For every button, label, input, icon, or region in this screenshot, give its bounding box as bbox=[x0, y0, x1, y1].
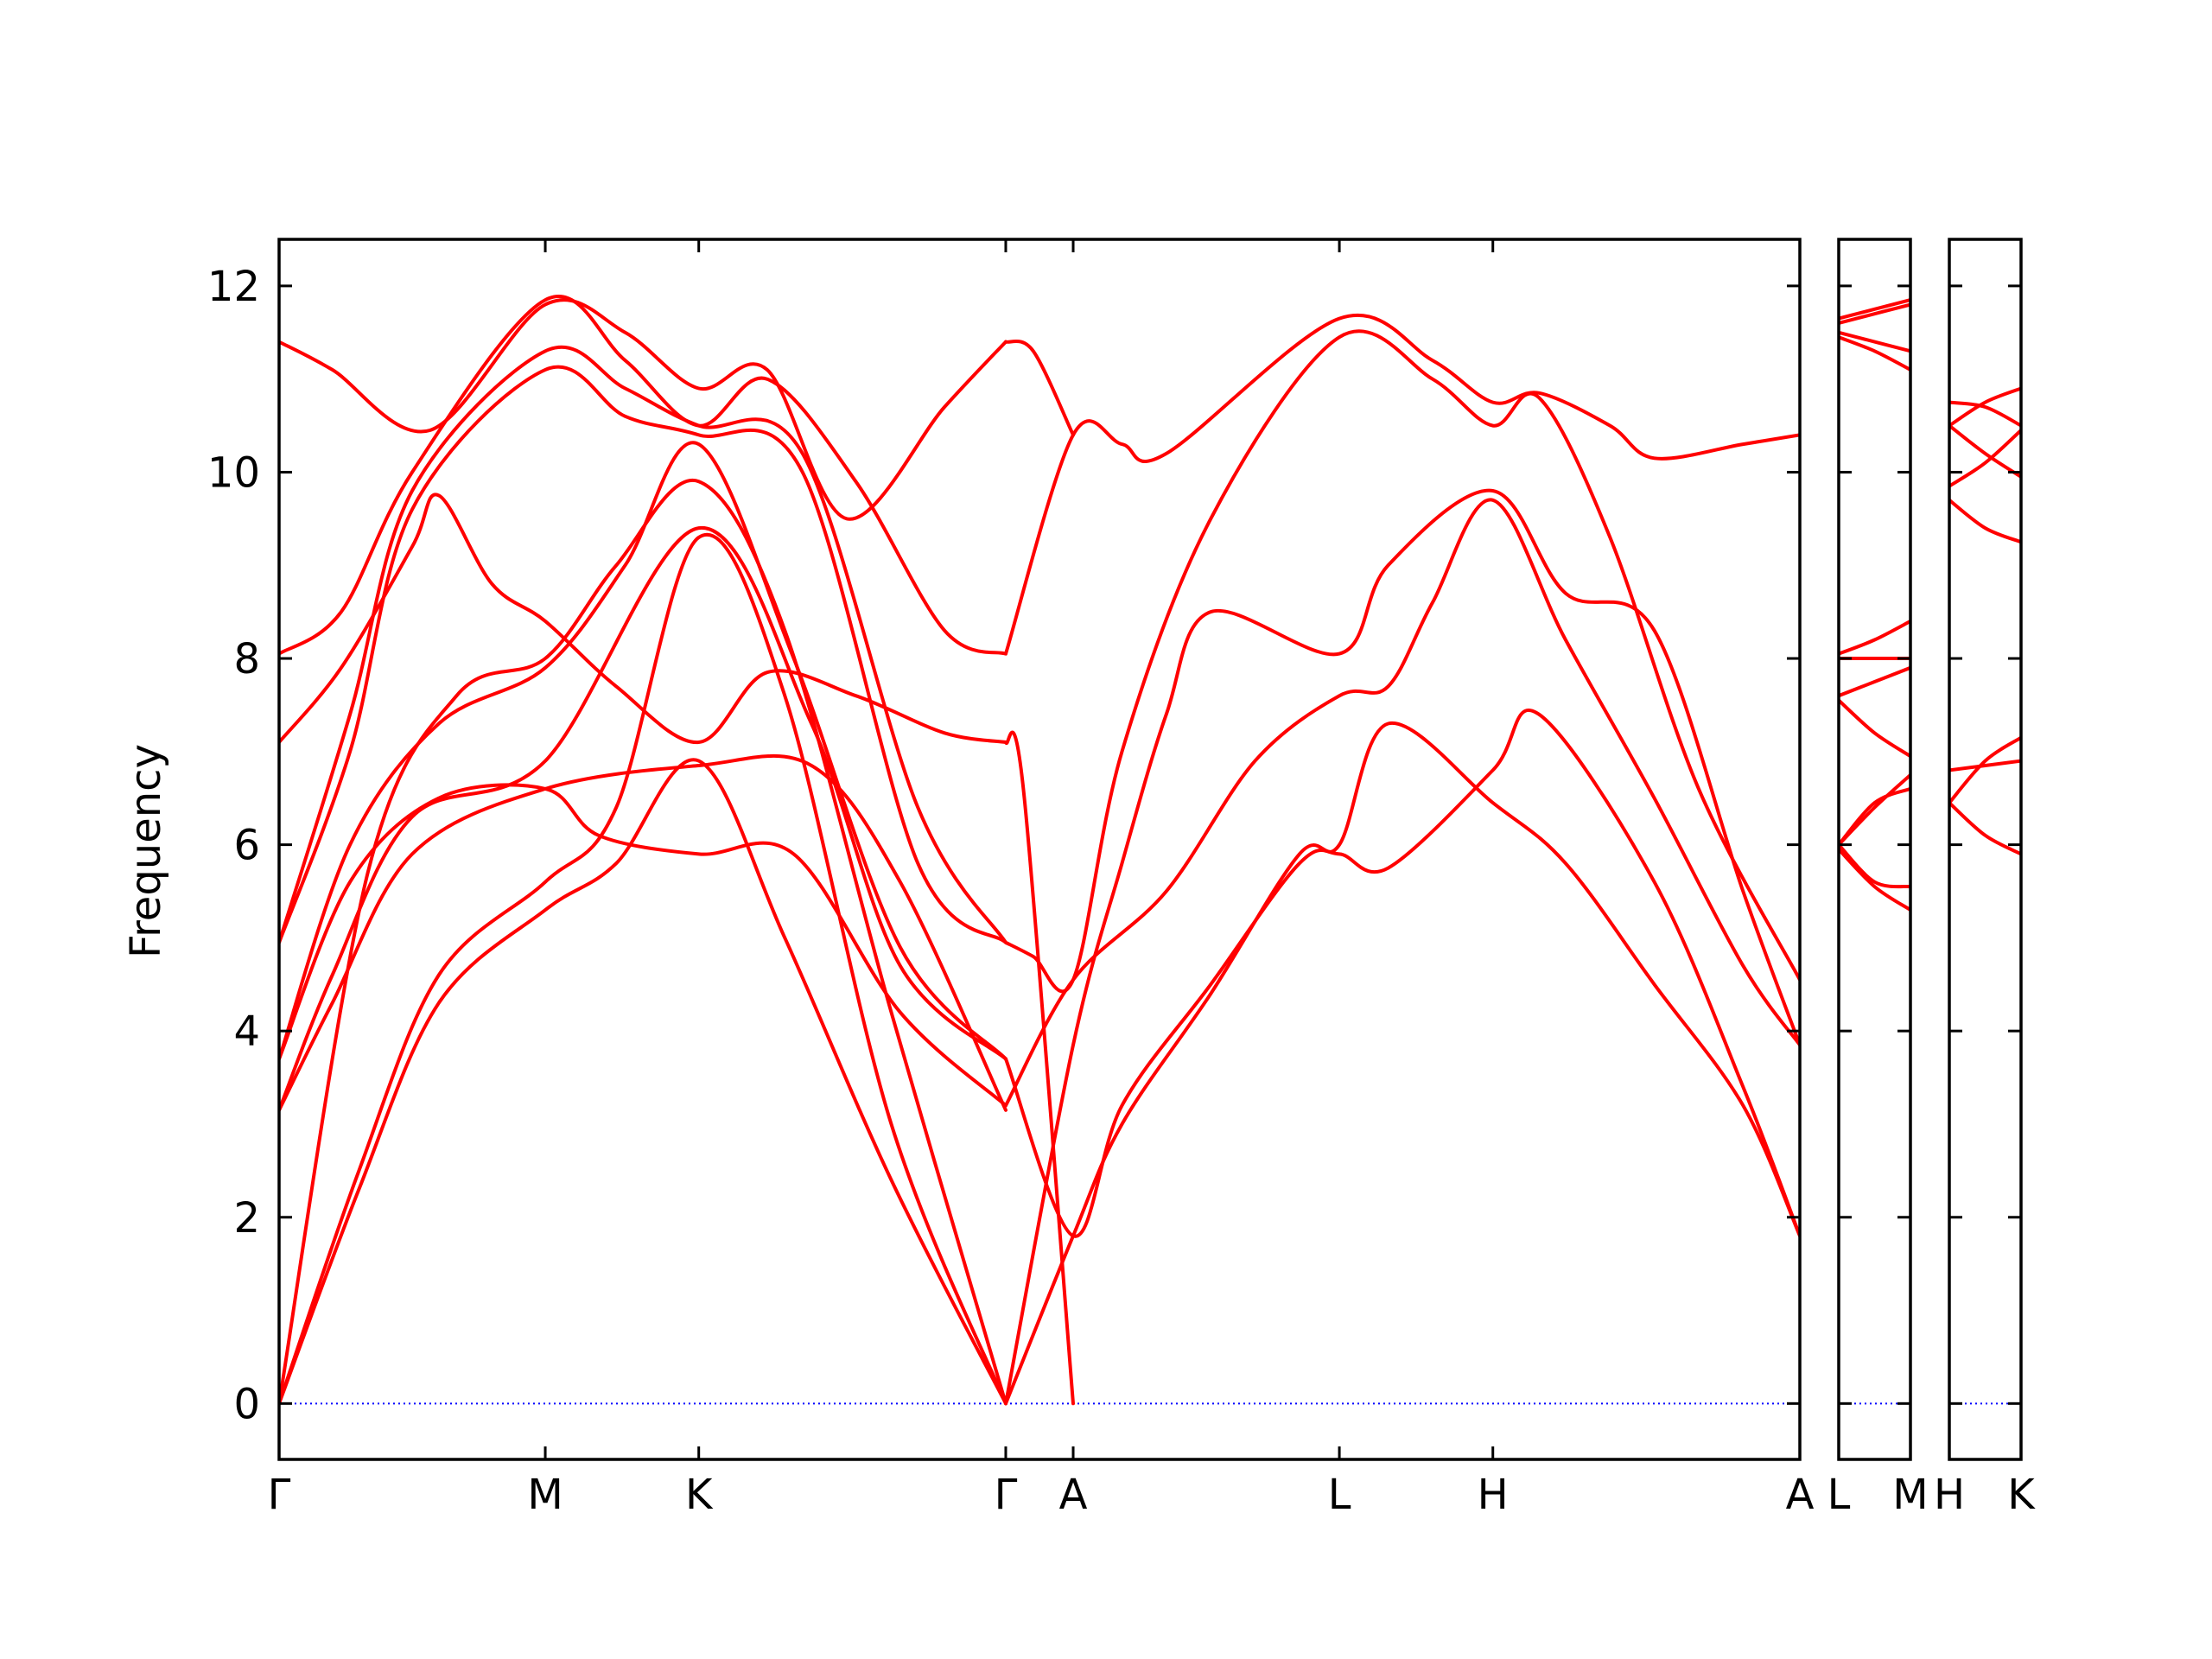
band-line-main-3 bbox=[279, 754, 1007, 1112]
band-line-L-M-1 bbox=[1839, 302, 1910, 325]
series-group bbox=[279, 294, 1800, 1406]
band-line-H-K-3 bbox=[1949, 429, 2021, 488]
band-line-main-12 bbox=[1004, 721, 1800, 1406]
panel-frame bbox=[1948, 238, 2023, 1461]
band-line-main-10 bbox=[279, 294, 1007, 656]
band-line-H-K-0 bbox=[1949, 400, 2021, 428]
y-tick-label: 0 bbox=[233, 1380, 260, 1428]
y-tick-label: 10 bbox=[207, 448, 260, 497]
band-line-main-14 bbox=[1004, 498, 1800, 1108]
y-axis-label: Frequency bbox=[122, 744, 170, 958]
y-tick-label: 4 bbox=[233, 1007, 260, 1056]
y-tick-label: 8 bbox=[233, 635, 260, 683]
band-line-L-M-2 bbox=[1839, 330, 1910, 353]
x-tick-label: H bbox=[1934, 1471, 1965, 1519]
band-line-L-M-10 bbox=[1839, 842, 1910, 889]
band-line-main-13 bbox=[1004, 708, 1800, 1238]
x-tick-label: H bbox=[1478, 1471, 1509, 1519]
y-tick-label: 12 bbox=[207, 263, 260, 311]
panel-frame bbox=[277, 238, 1802, 1461]
band-line-L-M-0 bbox=[1839, 298, 1910, 321]
panel-frame bbox=[1837, 238, 1912, 1461]
series-group bbox=[1949, 386, 2021, 856]
x-tick-label: L bbox=[1328, 1471, 1351, 1519]
band-line-main-7 bbox=[279, 365, 1007, 944]
y-tick-label: 2 bbox=[233, 1194, 260, 1243]
x-tick-label: L bbox=[1827, 1471, 1851, 1519]
x-tick-label: K bbox=[2007, 1471, 2036, 1519]
x-tick-label: A bbox=[1059, 1471, 1088, 1519]
band-line-H-K-4 bbox=[1949, 498, 2021, 544]
band-line-L-M-7 bbox=[1839, 698, 1910, 759]
band-line-H-K-6 bbox=[1949, 735, 2021, 805]
band-line-main-16 bbox=[1004, 329, 1800, 994]
band-line-main-15 bbox=[1004, 488, 1800, 1406]
band-line-H-K-7 bbox=[1949, 801, 2021, 856]
band-line-main-5 bbox=[279, 783, 1007, 1108]
band-line-main-6 bbox=[279, 441, 1007, 1061]
series-group bbox=[1839, 298, 1910, 912]
band-line-L-M-11 bbox=[1839, 848, 1910, 912]
band-line-L-M-6 bbox=[1839, 665, 1910, 698]
band-line-H-K-5 bbox=[1949, 759, 2021, 772]
band-line-main-18 bbox=[1004, 730, 1075, 1406]
band-line-main-0 bbox=[279, 758, 1007, 1406]
y-tick-label: 6 bbox=[233, 822, 260, 870]
band-line-main-9 bbox=[279, 493, 1007, 745]
x-tick-label: M bbox=[1892, 1471, 1928, 1519]
band-line-main-4 bbox=[279, 526, 1007, 1112]
band-line-main-19 bbox=[1004, 339, 1075, 437]
band-line-L-M-4 bbox=[1839, 619, 1910, 656]
x-tick-label: A bbox=[1786, 1471, 1815, 1519]
x-tick-label: Γ bbox=[995, 1471, 1018, 1519]
band-line-main-8 bbox=[279, 345, 1007, 944]
x-tick-label: M bbox=[527, 1471, 563, 1519]
band-line-main-2 bbox=[279, 478, 1007, 1406]
band-line-L-M-3 bbox=[1839, 335, 1910, 372]
band-line-H-K-1 bbox=[1949, 386, 2021, 428]
band-line-main-11 bbox=[279, 298, 1007, 521]
band-line-main-17 bbox=[1004, 313, 1800, 656]
x-tick-label: K bbox=[685, 1471, 714, 1519]
band-line-L-M-9 bbox=[1839, 772, 1910, 847]
band-line-main-1 bbox=[279, 532, 1007, 1406]
x-tick-label: Γ bbox=[268, 1471, 291, 1519]
